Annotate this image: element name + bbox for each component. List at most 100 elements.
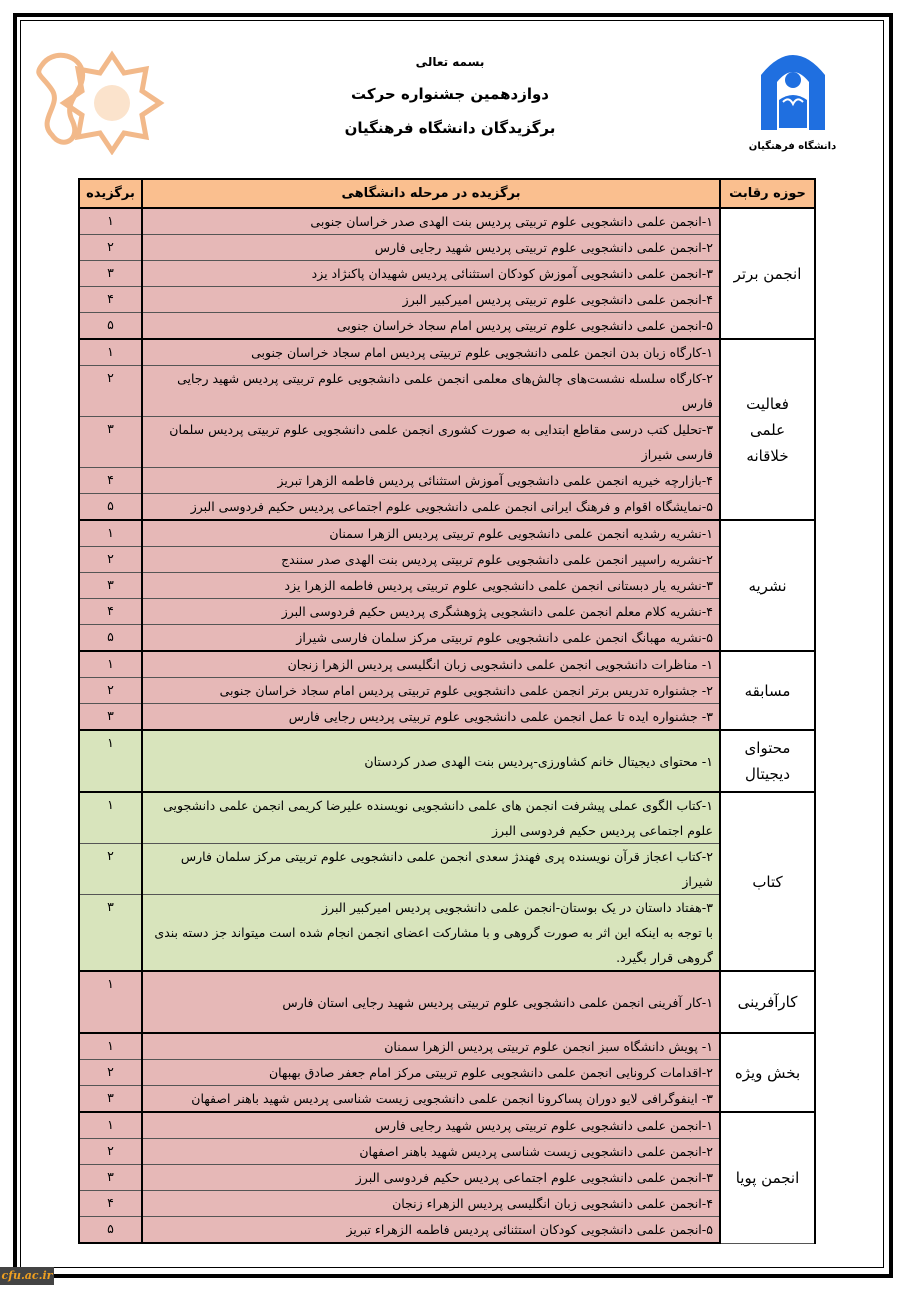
winner-text: ۳-تحلیل کتب درسی مقاطع ابتدایی به صورت ک… xyxy=(169,422,713,462)
rank-cell: ۳ xyxy=(78,416,143,468)
table-row: بخش ویژه ۱- پویش دانشگاه سبز انجمن علوم ت… xyxy=(78,1032,816,1113)
table-row: ۵-نشریه مهبانگ انجمن علمی دانشجویی علوم … xyxy=(78,624,815,652)
winner-cell: ۴-بازارچه خیریه انجمن علمی دانشجویی آموز… xyxy=(141,467,721,494)
table-row: ۵-انجمن علمی دانشجویی کودکان استثنائی پر… xyxy=(78,1216,815,1244)
table-row: ۴-انجمن علمی دانشجویی زبان انگلیسی پردیس… xyxy=(78,1190,815,1217)
page-subtitle: برگزیدگان دانشگاه فرهنگیان xyxy=(344,119,556,137)
winner-cell: ۱-کارگاه زبان بدن انجمن علمی دانشجویی عل… xyxy=(141,338,721,366)
table-row: ۲-کارگاه سلسله نشست‌های چالش‌های معلمی ا… xyxy=(78,365,815,417)
rank-cell: ۲ xyxy=(78,546,143,573)
rank-cell: ۱ xyxy=(78,1032,143,1060)
table-row: ۴-نشریه کلام معلم انجمن علمی دانشجویی پژ… xyxy=(78,598,815,625)
category-cell: بخش ویژه xyxy=(719,1032,816,1113)
winner-text: ۴-انجمن علمی دانشجویی زبان انگلیسی پردیس… xyxy=(392,1196,713,1211)
winner-cell: ۵-انجمن علمی دانشجویی کودکان استثنائی پر… xyxy=(141,1216,721,1244)
table-row: ۳-هفتاد داستان در یک بوستان-انجمن علمی د… xyxy=(78,894,815,972)
winner-cell: ۴-انجمن علمی دانشجویی علوم تربیتی پردیس … xyxy=(141,286,721,313)
rank-cell: ۳ xyxy=(78,1164,143,1191)
table-row: ۲-انجمن علمی دانشجویی زیست شناسی پردیس ش… xyxy=(78,1138,815,1165)
rank-cell: ۲ xyxy=(78,234,143,261)
winner-text: ۱-انجمن علمی دانشجویی علوم تربیتی پردیس … xyxy=(310,214,713,229)
header-rank: برگزیده xyxy=(78,178,143,209)
winner-text: ۱- پویش دانشگاه سبز انجمن علوم تربیتی پر… xyxy=(384,1039,713,1054)
winner-cell: ۳-نشریه یار دبستانی انجمن علمی دانشجویی … xyxy=(141,572,721,599)
page-border xyxy=(13,13,893,1278)
winner-cell: ۳-تحلیل کتب درسی مقاطع ابتدایی به صورت ک… xyxy=(141,416,721,468)
header-category: حوزه رقابت xyxy=(719,178,816,209)
table-row: ۳-انجمن علمی دانشجویی علوم اجتماعی پردیس… xyxy=(78,1164,815,1191)
winner-text: ۳- اینفوگرافی لایو دوران پساکرونا انجمن … xyxy=(191,1091,713,1106)
rank-cell: ۴ xyxy=(78,598,143,625)
winner-text: ۱-کارگاه زبان بدن انجمن علمی دانشجویی عل… xyxy=(251,345,713,360)
header-winner: برگزیده در مرحله دانشگاهی xyxy=(141,178,721,209)
winner-text: ۵-نمایشگاه اقوام و فرهنگ ایرانی انجمن عل… xyxy=(190,499,713,514)
winner-cell: ۱-نشریه رشدیه انجمن علمی دانشجویی علوم ت… xyxy=(141,519,721,547)
winner-cell: ۴-انجمن علمی دانشجویی زبان انگلیسی پردیس… xyxy=(141,1190,721,1217)
rank-cell: ۵ xyxy=(78,493,143,521)
table-row: ۵-انجمن علمی دانشجویی علوم تربیتی پردیس … xyxy=(78,312,815,340)
winner-cell: ۲-کتاب اعجاز قرآن نویسنده پری فهندژ سعدی… xyxy=(141,843,721,895)
ornament-logo xyxy=(32,45,167,159)
table-row: ۳-انجمن علمی دانشجویی آموزش کودکان استثن… xyxy=(78,260,815,287)
farhangian-logo-icon xyxy=(760,55,825,130)
table-row: محتوای دیجیتال ۱- محتوای دیجیتال خانم کشا… xyxy=(78,729,816,793)
logo-caption: دانشگاه فرهنگیان xyxy=(748,141,837,152)
rank-cell: ۲ xyxy=(78,677,143,704)
rank-cell: ۳ xyxy=(78,260,143,287)
winner-cell: ۱-انجمن علمی دانشجویی علوم تربیتی پردیس … xyxy=(141,1111,721,1139)
rank-cell: ۱ xyxy=(78,650,143,678)
category-cell: کتاب xyxy=(719,791,816,972)
rank-cell: ۱ xyxy=(78,729,143,793)
winner-text: ۳-انجمن علمی دانشجویی علوم اجتماعی پردیس… xyxy=(355,1170,713,1185)
rank-cell: ۱ xyxy=(78,338,143,366)
winner-cell: ۴-نشریه کلام معلم انجمن علمی دانشجویی پژ… xyxy=(141,598,721,625)
table-row: انجمن برتر ۱-انجمن علمی دانشجویی علوم ترب… xyxy=(78,207,816,340)
table-row: ۴-بازارچه خیریه انجمن علمی دانشجویی آموز… xyxy=(78,467,815,494)
table-row: نشریه ۱-نشریه رشدیه انجمن علمی دانشجویی ع… xyxy=(78,519,816,652)
table-row: ۲- جشنواره تدریس برتر انجمن علمی دانشجوی… xyxy=(78,677,815,704)
winner-cell: ۲-نشریه راسپیر انجمن علمی دانشجویی علوم … xyxy=(141,546,721,573)
university-logo: دانشگاه فرهنگیان xyxy=(745,40,840,152)
table-row: ۳- جشنواره ایده تا عمل انجمن علمی دانشجو… xyxy=(78,703,815,731)
winner-text: ۵-انجمن علمی دانشجویی کودکان استثنائی پر… xyxy=(346,1222,713,1237)
table-row: ۲-انجمن علمی دانشجویی علوم تربیتی پردیس … xyxy=(78,234,815,261)
winner-text: ۲- جشنواره تدریس برتر انجمن علمی دانشجوی… xyxy=(219,683,713,698)
table-row: ۲-کتاب اعجاز قرآن نویسنده پری فهندژ سعدی… xyxy=(78,843,815,895)
table-row: ۴-انجمن علمی دانشجویی علوم تربیتی پردیس … xyxy=(78,286,815,313)
bismillah: بسمه تعالی xyxy=(415,55,485,69)
rank-cell: ۳ xyxy=(78,572,143,599)
rank-cell: ۱ xyxy=(78,519,143,547)
rank-cell: ۴ xyxy=(78,286,143,313)
winner-text: ۱-انجمن علمی دانشجویی علوم تربیتی پردیس … xyxy=(374,1118,713,1133)
winner-text: ۳-هفتاد داستان در یک بوستان-انجمن علمی د… xyxy=(322,900,713,915)
winner-text: ۲-اقدامات کرونایی انجمن علمی دانشجویی عل… xyxy=(268,1065,713,1080)
table-row: ۲-اقدامات کرونایی انجمن علمی دانشجویی عل… xyxy=(78,1059,815,1086)
winner-cell: ۳- جشنواره ایده تا عمل انجمن علمی دانشجو… xyxy=(141,703,721,731)
winner-cell: ۱- محتوای دیجیتال خانم کشاورزی-پردیس بنت… xyxy=(141,729,721,793)
winner-text: ۱-کار آفرینی انجمن علمی دانشجویی علوم تر… xyxy=(282,994,713,1010)
winner-cell: ۲- جشنواره تدریس برتر انجمن علمی دانشجوی… xyxy=(141,677,721,704)
page-inner-border xyxy=(20,20,884,1268)
category-cell: مسابقه xyxy=(719,650,816,731)
winner-cell: ۳-انجمن علمی دانشجویی آموزش کودکان استثن… xyxy=(141,260,721,287)
rank-cell: ۱ xyxy=(78,1111,143,1139)
winner-text: ۲-انجمن علمی دانشجویی علوم تربیتی پردیس … xyxy=(374,240,713,255)
winner-text: ۵-انجمن علمی دانشجویی علوم تربیتی پردیس … xyxy=(336,318,713,333)
table-row: کتاب ۱-کتاب الگوی عملی پیشرفت انجمن های ع… xyxy=(78,791,816,972)
rank-cell: ۵ xyxy=(78,624,143,652)
rank-cell: ۳ xyxy=(78,894,143,972)
winner-cell: ۵-نمایشگاه اقوام و فرهنگ ایرانی انجمن عل… xyxy=(141,493,721,521)
watermark: cfu.ac.ir xyxy=(0,1267,54,1285)
winner-text: ۱- محتوای دیجیتال خانم کشاورزی-پردیس بنت… xyxy=(364,753,713,769)
winner-cell: ۳-هفتاد داستان در یک بوستان-انجمن علمی د… xyxy=(141,894,721,972)
rank-cell: ۴ xyxy=(78,1190,143,1217)
rank-cell: ۲ xyxy=(78,1059,143,1086)
table-row: مسابقه ۱- مناظرات دانشجویی انجمن علمی دان… xyxy=(78,650,816,731)
rank-cell: ۵ xyxy=(78,1216,143,1244)
winner-text: ۲-نشریه راسپیر انجمن علمی دانشجویی علوم … xyxy=(281,552,713,567)
category-cell: فعالیت علمی خلاقانه xyxy=(719,338,816,521)
winner-cell: ۳- اینفوگرافی لایو دوران پساکرونا انجمن … xyxy=(141,1085,721,1113)
winner-text: ۲-کارگاه سلسله نشست‌های چالش‌های معلمی ا… xyxy=(177,371,713,411)
winner-cell: ۲-کارگاه سلسله نشست‌های چالش‌های معلمی ا… xyxy=(141,365,721,417)
winner-note: با توجه به اینکه این اثر به صورت گروهی و… xyxy=(154,925,713,965)
